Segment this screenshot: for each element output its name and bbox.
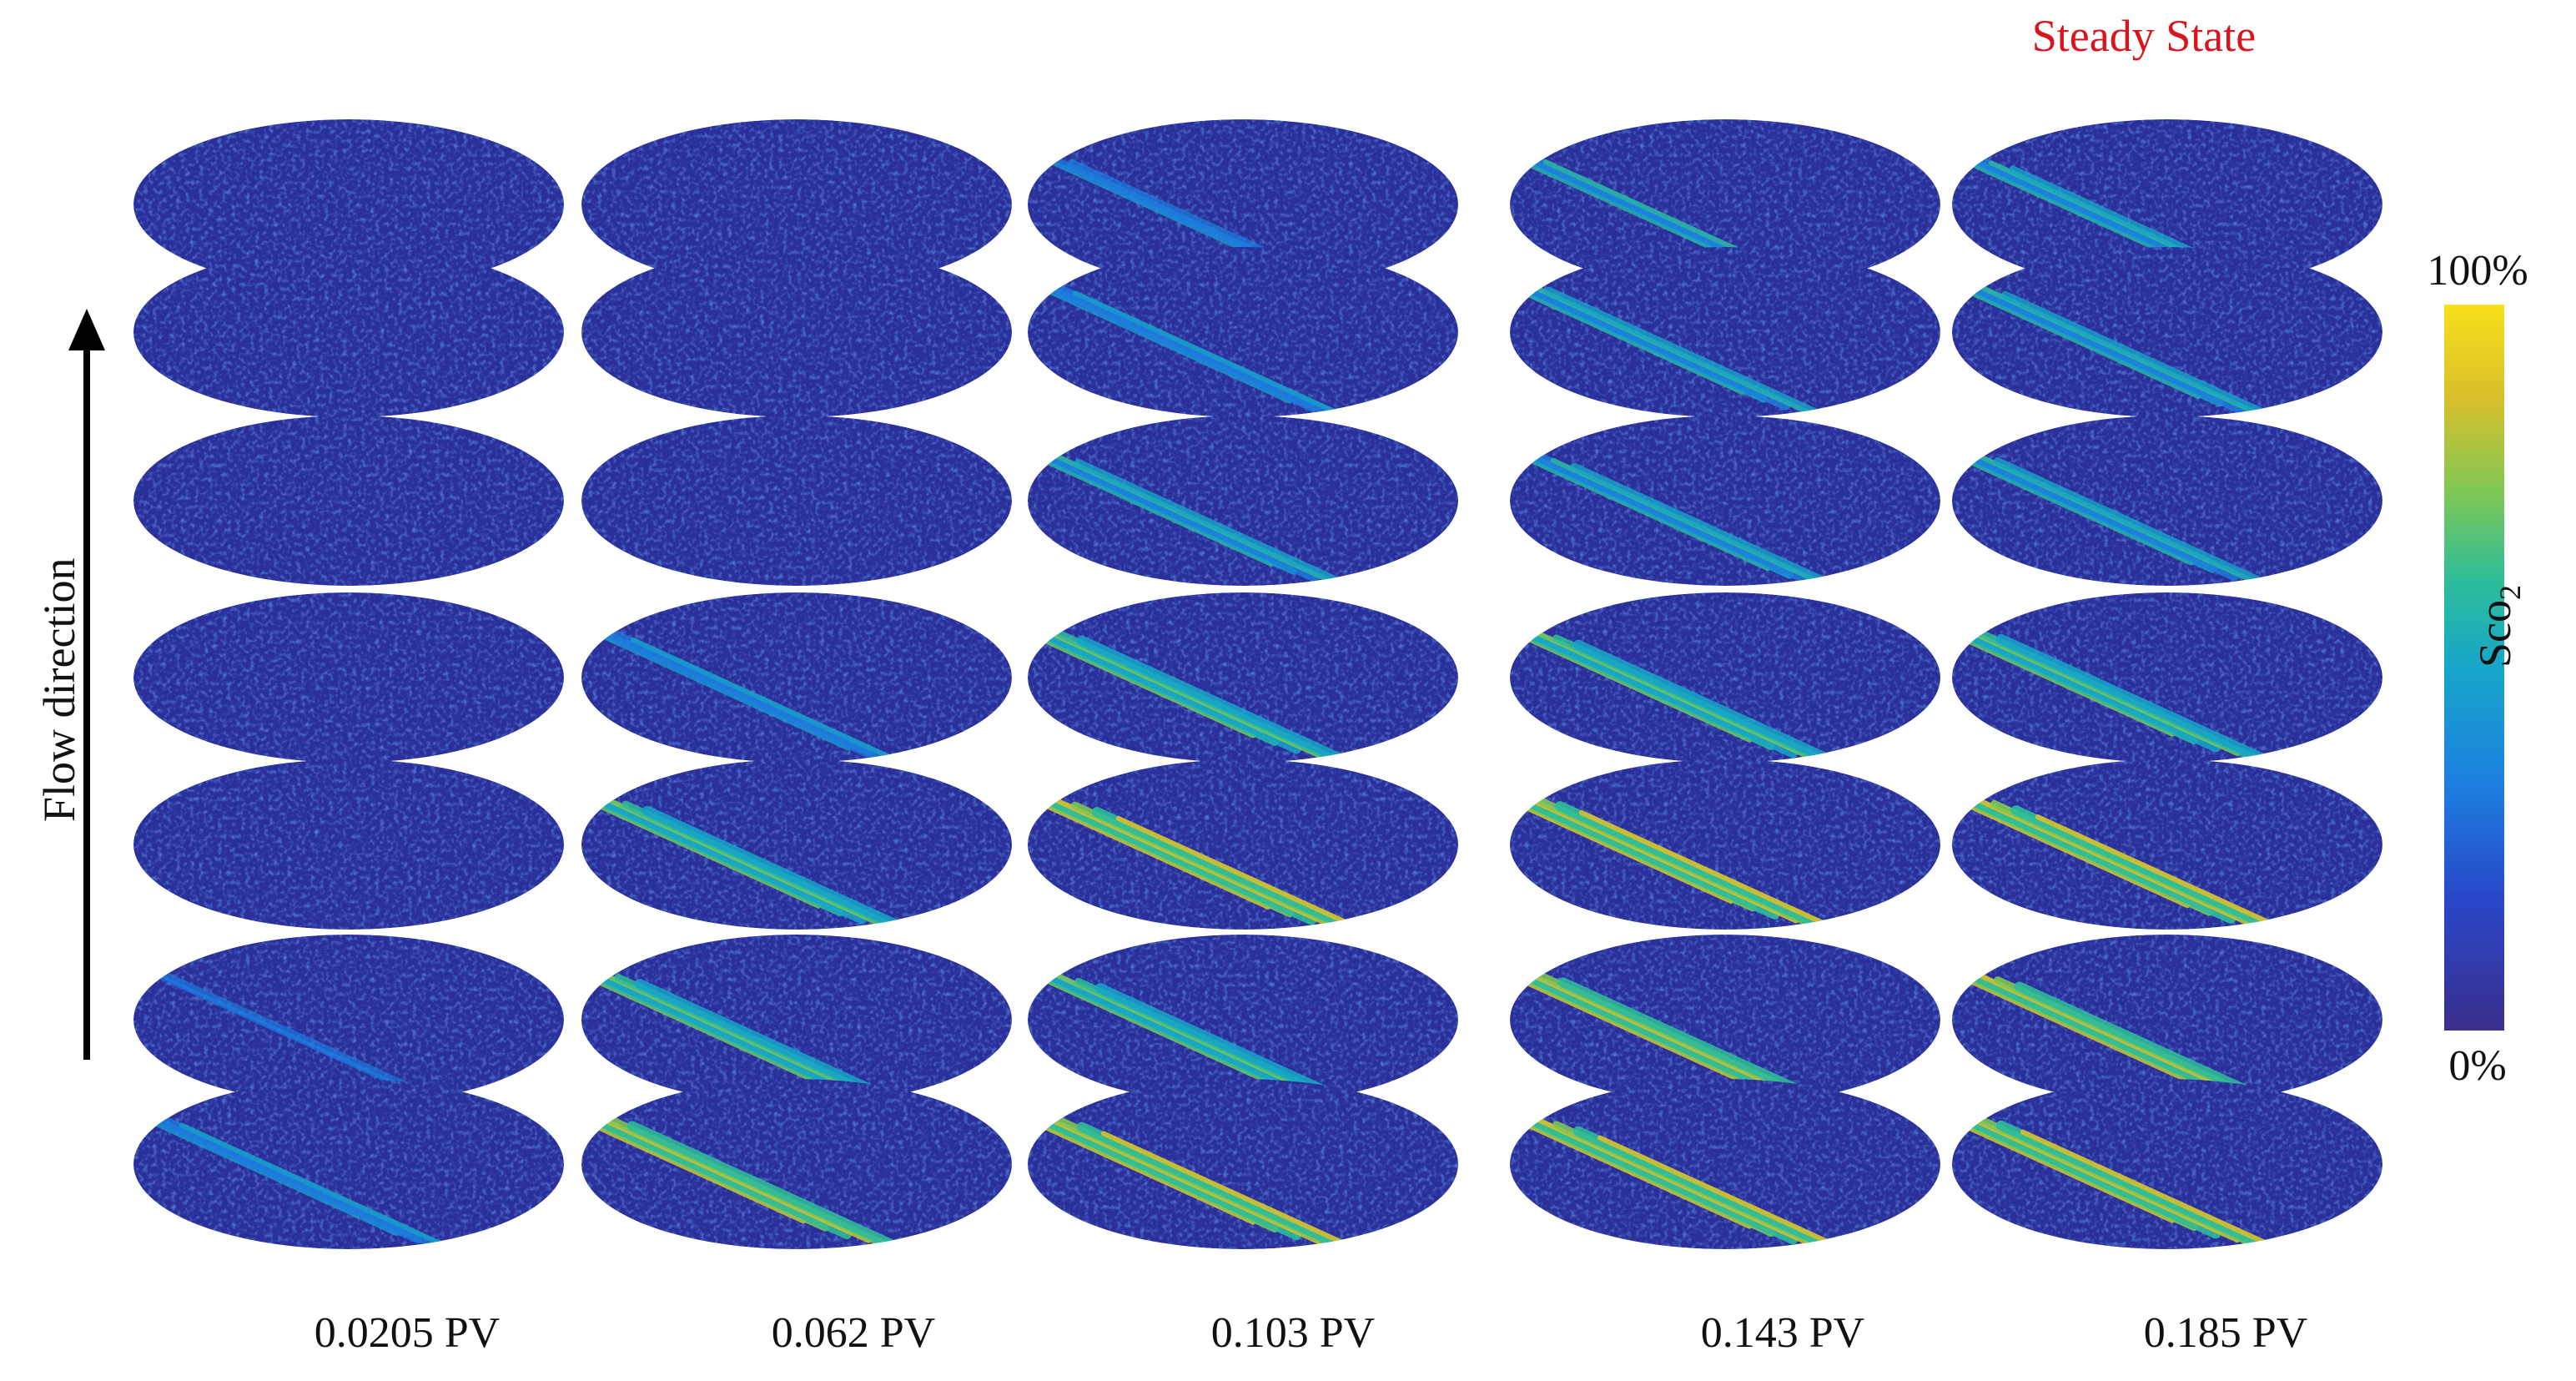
colorbar [2444, 305, 2504, 1031]
co2-streak [1952, 614, 2221, 753]
co2-streak [1076, 1121, 1367, 1249]
co2-streak [1554, 801, 1845, 930]
co2-streak [1510, 781, 1780, 920]
core-slice [581, 247, 1012, 417]
co2-streak [1578, 809, 1864, 930]
co2-streak [1952, 1101, 2221, 1239]
core-slice [581, 759, 1012, 930]
co2-streak [1076, 635, 1367, 763]
co2-streak [641, 805, 933, 930]
core-slice [1510, 416, 1940, 586]
co2-streak [1572, 639, 1864, 763]
co2-streak [2010, 805, 2302, 930]
co2-streak [1545, 286, 1833, 417]
co2-streak [1510, 1106, 1799, 1245]
co2-streak [179, 1122, 465, 1249]
flow-direction-label: Flow direction [34, 557, 84, 822]
co2-streak [1048, 281, 1339, 417]
co2-streak [2020, 1129, 2306, 1249]
co2-streak [1028, 616, 1302, 754]
core-column-3 [1028, 119, 1458, 1249]
core-slice [1952, 247, 2382, 417]
co2-streak [1029, 963, 1321, 1101]
co2-streak [1028, 787, 1317, 925]
co2-streak [581, 786, 868, 925]
colorbar-title: Sco2 [2469, 585, 2528, 668]
co2-streak [1510, 957, 1784, 1096]
core-slice [1952, 1079, 2382, 1249]
co2-streak [581, 1101, 853, 1239]
co2-streak [1029, 444, 1321, 582]
core-slice [133, 247, 564, 417]
co2-streak [2001, 290, 2289, 417]
co2-streak [581, 959, 860, 1097]
co2-streak [1571, 463, 1859, 586]
core-slice [1028, 247, 1458, 417]
core-slice [1028, 935, 1458, 1105]
core-slice [1952, 759, 2382, 930]
core-slice [133, 935, 564, 1105]
core-slice [581, 416, 1012, 586]
colorbar-title-main: Sco [2470, 600, 2520, 668]
core-slice [1510, 1079, 1940, 1249]
core-slice [133, 759, 564, 930]
core-slice [1510, 759, 1940, 930]
core-slice [1028, 416, 1458, 586]
column-label-5: 0.185 PV [2143, 1309, 2308, 1357]
core-column-2 [581, 119, 1012, 1249]
colorbar-min-label: 0% [2448, 1042, 2507, 1090]
core-slice [1952, 935, 2382, 1105]
core-slice [581, 1079, 1012, 1249]
core-column-4 [1510, 119, 1940, 1249]
co2-streak [1510, 272, 1791, 411]
co2-streak [1572, 1126, 1864, 1249]
co2-streak [1074, 458, 1362, 586]
core-column-5 [1952, 119, 2382, 1249]
co2-streak [626, 1121, 918, 1249]
co2-streak [630, 637, 916, 763]
co2-streak [1956, 276, 2247, 415]
core-slice [1028, 1079, 1458, 1249]
co2-streak [1526, 448, 1817, 586]
core-slice [1510, 935, 1940, 1105]
co2-streak [1072, 290, 1358, 417]
flow-direction-arrow-line [83, 334, 90, 1060]
co2-streak [1028, 1102, 1302, 1241]
co2-streak [1100, 1131, 1386, 1249]
core-slice [1028, 592, 1458, 763]
steady-state-label: Steady State [2031, 11, 2257, 61]
co2-streak [1952, 785, 2236, 924]
column-label-2: 0.062 PV [771, 1309, 936, 1357]
column-label-1: 0.0205 PV [314, 1309, 501, 1357]
co2-streak [1510, 620, 1799, 759]
core-slice [133, 416, 564, 586]
co2-streak [1952, 443, 2240, 581]
colorbar-title-subscript: 2 [2493, 585, 2527, 600]
co2-streak [154, 1113, 445, 1249]
core-slice [1510, 247, 1940, 417]
co2-streak [1091, 807, 1382, 930]
core-column-1 [133, 119, 564, 1249]
column-label-3: 0.103 PV [1210, 1309, 1376, 1357]
core-slice [1952, 592, 2382, 763]
core-slice [133, 119, 564, 290]
core-slice [1028, 759, 1458, 930]
column-label-4: 0.143 PV [1700, 1309, 1865, 1357]
core-slice [1952, 416, 2382, 586]
co2-streak [606, 627, 897, 763]
core-slice [133, 1079, 564, 1249]
core-slice [1510, 592, 1940, 763]
colorbar-max-label: 100% [2427, 247, 2528, 295]
core-slice [581, 592, 1012, 763]
co2-streak [1995, 633, 2287, 763]
co2-streak [1995, 1120, 2287, 1249]
co2-streak [1952, 962, 2240, 1100]
co2-streak [1994, 457, 2282, 586]
core-slice [133, 592, 564, 763]
